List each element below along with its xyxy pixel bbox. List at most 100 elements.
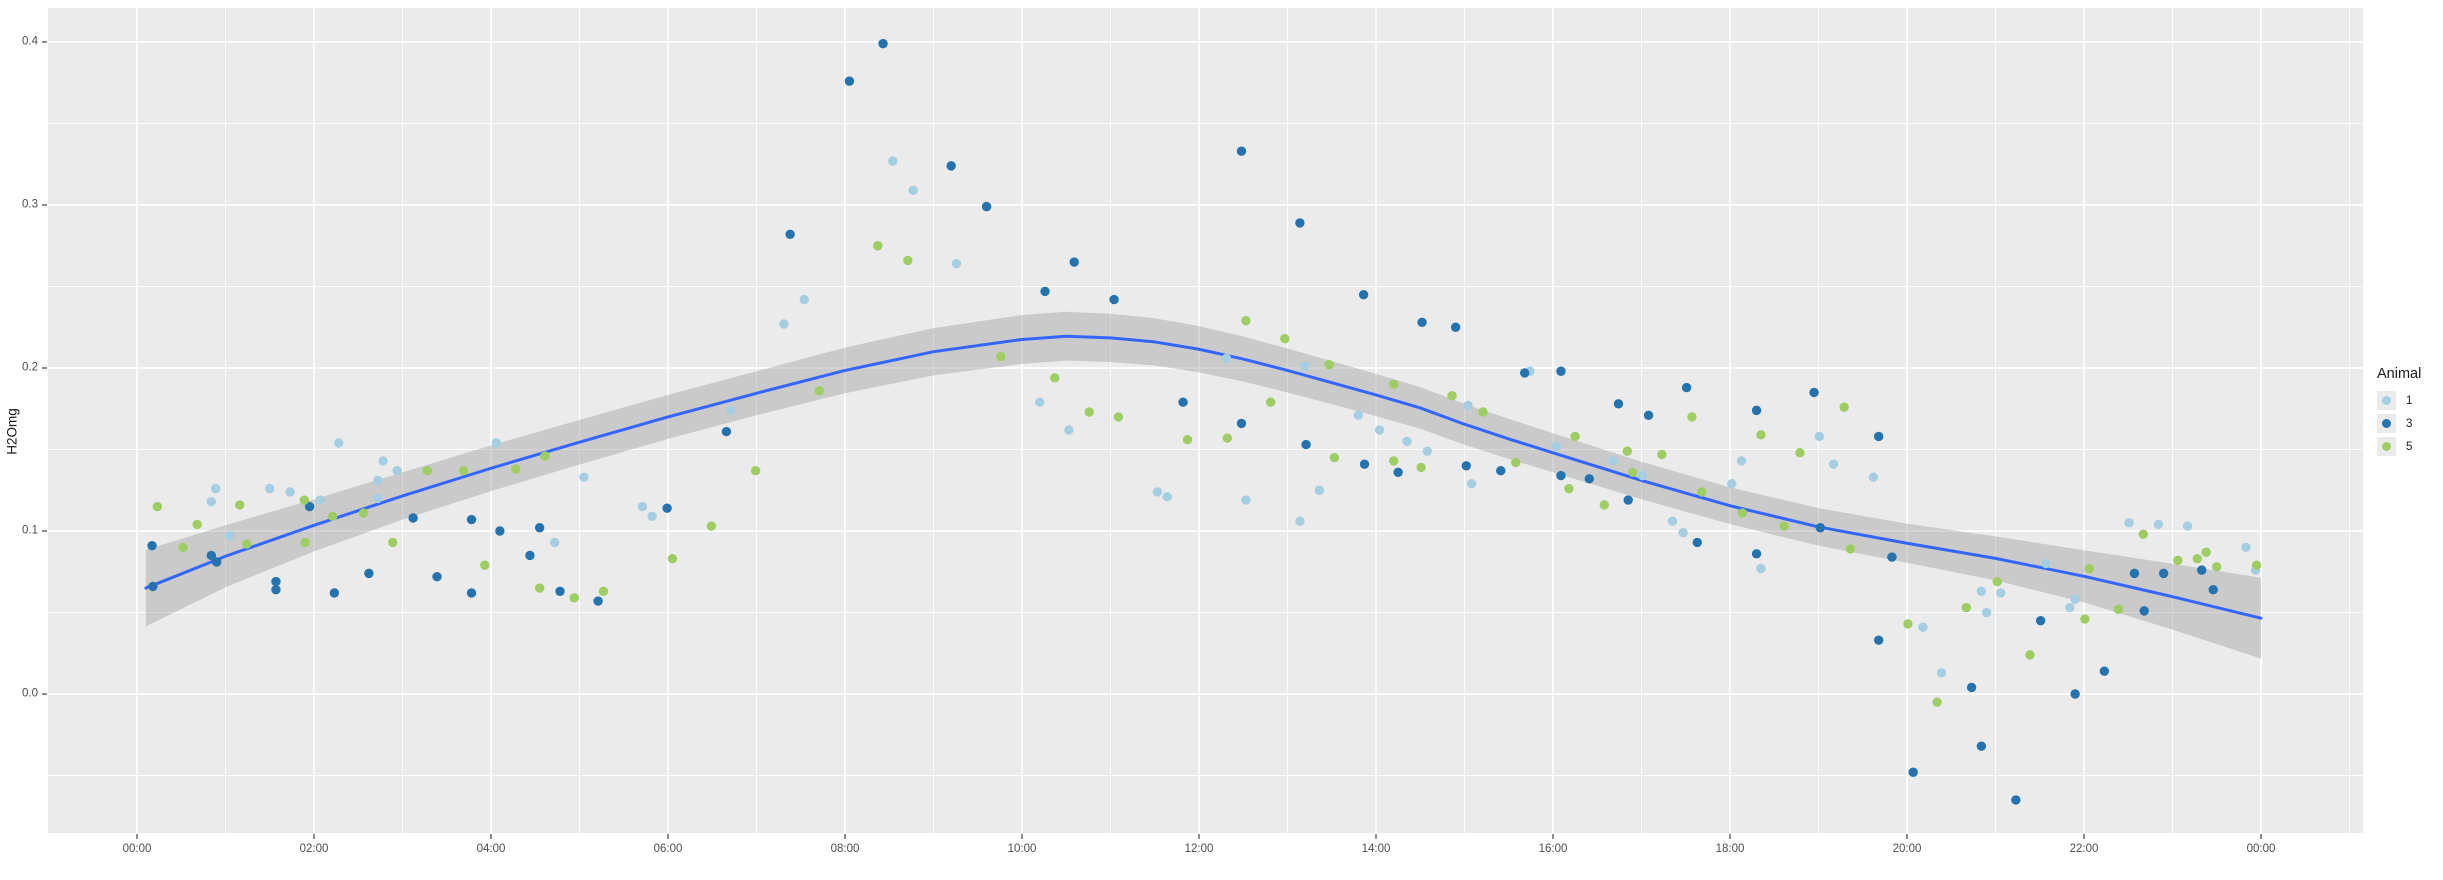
data-point-animal-5	[1222, 433, 1233, 443]
data-point-animal-3	[1301, 439, 1311, 450]
data-point-animal-1	[1463, 400, 1473, 411]
data-point-animal-5	[1687, 412, 1697, 422]
data-point-animal-1	[799, 294, 809, 305]
data-point-animal-3	[271, 576, 281, 587]
data-point-animal-1	[908, 185, 918, 196]
data-point-animal-3	[981, 201, 992, 212]
data-point-animal-3	[408, 513, 418, 523]
x-tick-label: 16:00	[1538, 843, 1568, 855]
data-point-animal-5	[1845, 544, 1856, 554]
data-point-animal-1	[265, 483, 275, 494]
data-point-animal-5	[2192, 554, 2202, 564]
data-point-animal-3	[1450, 322, 1461, 332]
data-point-animal-1	[1828, 459, 1839, 469]
data-point-animal-5	[511, 464, 521, 474]
data-point-animal-5	[152, 501, 163, 512]
data-point-animal-1	[1035, 397, 1045, 407]
data-point-animal-5	[422, 465, 432, 476]
data-point-animal-5	[706, 521, 717, 531]
data-point-animal-1	[2241, 542, 2251, 552]
data-point-animal-3	[1069, 257, 1079, 267]
data-point-animal-5	[242, 539, 252, 549]
data-point-animal-5	[1416, 462, 1426, 473]
data-point-animal-5	[873, 241, 883, 251]
data-point-animal-1	[1936, 668, 1947, 678]
data-point-animal-3	[466, 514, 477, 525]
data-point-animal-5	[1622, 446, 1633, 456]
data-point-animal-1	[1727, 479, 1737, 489]
data-point-animal-5	[327, 511, 338, 522]
data-point-animal-3	[1623, 495, 1633, 505]
data-point-animal-1	[1678, 527, 1688, 538]
data-point-animal-5	[540, 451, 550, 461]
y-tick-label: 0.0	[22, 687, 38, 700]
data-point-animal-3	[1966, 682, 1977, 693]
data-point-animal-1	[378, 456, 388, 466]
data-point-animal-5	[569, 593, 579, 603]
data-point-animal-5	[2113, 604, 2124, 614]
data-point-animal-3	[1613, 399, 1624, 409]
data-point-animal-3	[304, 501, 315, 512]
data-point-animal-5	[1564, 483, 1574, 494]
data-point-animal-5	[2212, 562, 2222, 572]
data-point-animal-1	[647, 511, 657, 522]
data-point-animal-1	[1466, 479, 1477, 489]
data-point-animal-1	[1981, 607, 1992, 618]
x-tick-label: 12:00	[1184, 843, 1214, 855]
data-point-animal-3	[785, 229, 795, 240]
x-tick-label: 02:00	[299, 843, 329, 855]
data-point-animal-3	[1461, 461, 1471, 471]
legend-title: Animal	[2377, 366, 2422, 382]
data-point-animal-1	[779, 319, 789, 329]
data-point-animal-5	[1182, 435, 1193, 445]
data-point-animal-3	[1109, 294, 1119, 305]
legend-key-swatch	[2377, 391, 2396, 410]
data-point-animal-3	[1236, 146, 1247, 156]
data-point-animal-1	[1976, 586, 1987, 597]
legend-point-icon	[2382, 396, 2391, 405]
data-point-animal-3	[1584, 474, 1594, 484]
data-point-animal-3	[1815, 523, 1825, 533]
x-tick-label: 00:00	[2246, 843, 2276, 855]
data-point-animal-5	[1447, 391, 1457, 401]
data-point-animal-5	[388, 537, 398, 548]
legend-point-icon	[2382, 442, 2391, 451]
data-point-animal-3	[2035, 615, 2046, 626]
data-point-animal-3	[1887, 552, 1897, 562]
data-point-animal-3	[593, 596, 603, 606]
data-point-animal-5	[1241, 316, 1251, 326]
data-point-animal-3	[1809, 387, 1819, 398]
data-point-animal-5	[1280, 333, 1290, 344]
x-tick-label: 14:00	[1361, 843, 1391, 855]
data-point-animal-1	[315, 495, 325, 505]
data-point-animal-1	[1299, 361, 1310, 372]
data-point-animal-1	[211, 483, 221, 494]
x-tick-label: 00:00	[122, 843, 152, 855]
data-point-animal-3	[2011, 795, 2021, 805]
data-point-animal-1	[1608, 456, 1618, 466]
data-point-animal-5	[480, 560, 490, 570]
data-point-animal-5	[1795, 448, 1805, 458]
x-tick-label: 04:00	[476, 843, 506, 855]
data-point-animal-5	[903, 255, 913, 266]
data-point-animal-3	[2139, 606, 2149, 616]
data-point-animal-5	[1389, 456, 1399, 466]
data-point-animal-5	[996, 351, 1006, 362]
data-point-animal-1	[373, 493, 383, 504]
data-point-animal-5	[1324, 360, 1334, 370]
data-point-animal-3	[1358, 289, 1369, 300]
data-point-animal-1	[1918, 622, 1928, 632]
data-point-animal-1	[888, 156, 898, 166]
data-point-animal-5	[1779, 521, 1789, 531]
data-point-animal-5	[1992, 576, 2002, 587]
data-point-animal-3	[495, 526, 505, 536]
data-point-animal-5	[1599, 500, 1610, 510]
data-point-animal-3	[1751, 405, 1762, 416]
data-point-animal-1	[225, 531, 235, 541]
legend-item-label: 5	[2406, 440, 2413, 453]
legend-key-swatch	[2377, 437, 2396, 456]
data-point-animal-3	[1751, 549, 1762, 559]
data-point-animal-3	[1496, 465, 1506, 476]
x-tick-label: 10:00	[1007, 843, 1037, 855]
data-point-animal-5	[1389, 379, 1399, 389]
